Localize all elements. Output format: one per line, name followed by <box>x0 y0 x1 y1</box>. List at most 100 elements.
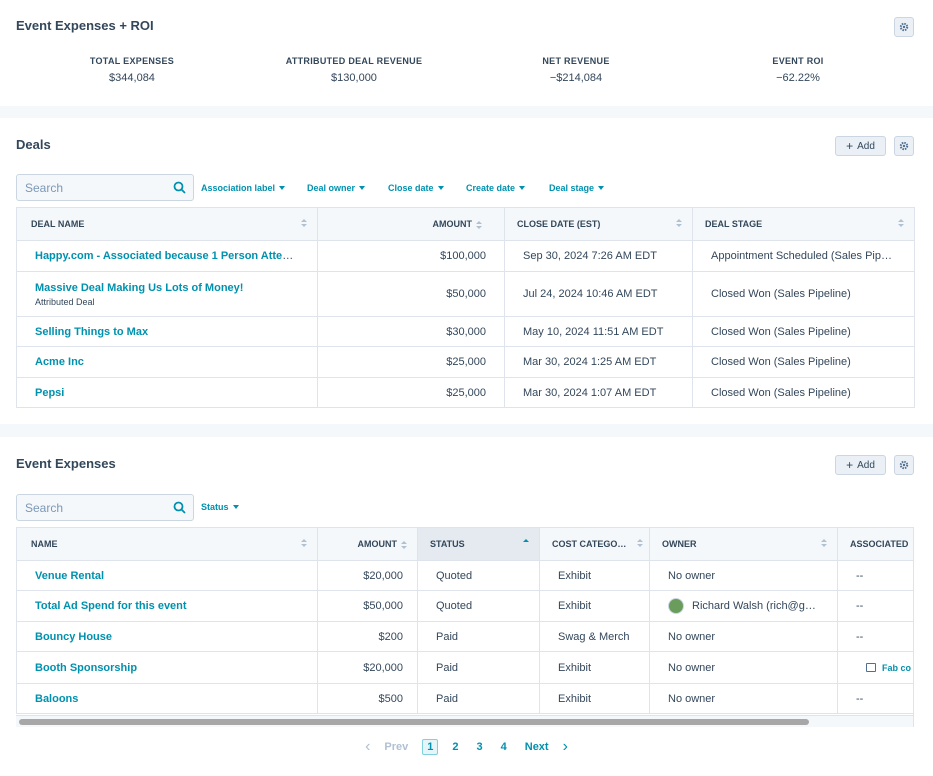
kpi-value: $130,000 <box>331 72 377 84</box>
next-button[interactable]: Next <box>524 741 549 753</box>
expense-link[interactable]: Bouncy House <box>35 630 113 643</box>
kpi-value: −$214,084 <box>549 72 603 84</box>
expense-link[interactable]: Booth Sponsorship <box>35 661 138 674</box>
search-icon[interactable] <box>165 181 193 194</box>
associated-cell: -- <box>837 590 913 622</box>
close-date-cell: Mar 30, 2024 1:25 AM EDT <box>504 346 693 378</box>
page-4-button[interactable]: 4 <box>500 741 507 753</box>
col-name[interactable]: NAME <box>16 527 318 561</box>
col-associated[interactable]: ASSOCIATED <box>837 527 913 561</box>
roi-settings-button[interactable] <box>894 17 914 37</box>
category-cell: Swag & Merch <box>539 621 650 652</box>
expenses-table-wrap: NAME AMOUNT STATUS COST CATEGO… OWNER AS… <box>16 527 914 727</box>
table-row: Baloons $500 Paid Exhibit No owner -- <box>16 683 913 714</box>
expense-link[interactable]: Baloons <box>35 692 79 705</box>
deal-link[interactable]: Happy.com - Associated because 1 Person … <box>35 250 300 262</box>
chevron-down-icon <box>519 186 526 190</box>
associated-link[interactable]: Fab co <box>882 662 912 673</box>
amount-cell: $25,000 <box>317 377 505 408</box>
kpi-label: TOTAL EXPENSES <box>89 56 175 66</box>
scrollbar-thumb[interactable] <box>19 719 809 725</box>
prev-button[interactable]: Prev <box>384 741 409 753</box>
owner-cell: No owner <box>649 560 838 591</box>
page-3-button[interactable]: 3 <box>476 741 483 753</box>
kpi-label: EVENT ROI <box>772 56 824 66</box>
table-row: Selling Things to Max $30,000 May 10, 20… <box>16 316 915 347</box>
kpi-net-revenue: NET REVENUE −$214,084 <box>476 56 676 84</box>
chevron-left-icon[interactable]: ‹ <box>365 738 371 755</box>
add-deal-button[interactable]: + Add <box>835 136 886 156</box>
plus-icon: + <box>846 458 854 472</box>
close-date-cell: May 10, 2024 11:51 AM EDT <box>504 316 693 347</box>
deals-search-input[interactable]: Search <box>16 174 194 201</box>
owner-cell: No owner <box>649 621 838 652</box>
col-cost-category[interactable]: COST CATEGO… <box>539 527 650 561</box>
horizontal-scrollbar[interactable] <box>16 715 913 727</box>
expense-link[interactable]: Total Ad Spend for this event <box>35 600 187 612</box>
category-cell: Exhibit <box>539 590 650 622</box>
deal-stage-cell: Closed Won (Sales Pipeline) <box>692 316 915 347</box>
page-1-button[interactable]: 1 <box>422 739 439 755</box>
company-icon <box>866 663 876 673</box>
deal-link[interactable]: Acme Inc <box>35 356 84 368</box>
owner-cell: No owner <box>649 683 838 714</box>
amount-cell: $200 <box>317 621 418 652</box>
col-owner[interactable]: OWNER <box>649 527 838 561</box>
expenses-settings-button[interactable] <box>894 455 914 475</box>
table-row: Booth Sponsorship $20,000 Paid Exhibit N… <box>16 651 913 684</box>
associated-cell: -- <box>837 683 913 714</box>
expenses-title: Event Expenses <box>16 456 116 471</box>
close-date-cell: Sep 30, 2024 7:26 AM EDT <box>504 240 693 272</box>
col-close-date[interactable]: CLOSE DATE (EST) <box>504 207 693 241</box>
associated-cell: Fab co <box>837 651 913 684</box>
table-row: Acme Inc $25,000 Mar 30, 2024 1:25 AM ED… <box>16 346 915 378</box>
category-cell: Exhibit <box>539 560 650 591</box>
table-row: Massive Deal Making Us Lots of Money! Att… <box>16 271 915 317</box>
chevron-down-icon <box>437 186 444 190</box>
amount-cell: $20,000 <box>317 651 418 684</box>
amount-cell: $30,000 <box>317 316 505 347</box>
page-2-button[interactable]: 2 <box>452 741 459 753</box>
col-deal-name[interactable]: DEAL NAME <box>16 207 318 241</box>
name-cell: Booth Sponsorship <box>16 651 318 684</box>
deal-stage-cell: Appointment Scheduled (Sales Pipe… <box>692 240 915 272</box>
deal-name-cell: Selling Things to Max <box>16 316 318 347</box>
deals-title: Deals <box>16 137 51 152</box>
pagination: ‹ Prev 1 2 3 4 Next › <box>0 738 933 756</box>
col-amount[interactable]: AMOUNT <box>317 207 505 241</box>
status-cell: Paid <box>417 621 540 652</box>
amount-cell: $50,000 <box>317 590 418 622</box>
filter-close-date[interactable]: Close date <box>388 183 444 193</box>
name-cell: Venue Rental <box>16 560 318 591</box>
close-date-cell: Jul 24, 2024 10:46 AM EDT <box>504 271 693 317</box>
expenses-search-input[interactable]: Search <box>16 494 194 521</box>
deal-stage-cell: Closed Won (Sales Pipeline) <box>692 271 915 317</box>
deals-settings-button[interactable] <box>894 136 914 156</box>
search-icon[interactable] <box>165 501 193 514</box>
kpi-label: NET REVENUE <box>542 56 610 66</box>
col-deal-stage[interactable]: DEAL STAGE <box>692 207 915 241</box>
deal-link[interactable]: Selling Things to Max <box>35 325 149 338</box>
filter-status[interactable]: Status <box>201 502 239 512</box>
col-amount[interactable]: AMOUNT <box>317 527 418 561</box>
deal-link[interactable]: Pepsi <box>35 386 65 399</box>
kpi-value: $344,084 <box>109 72 155 84</box>
chevron-down-icon <box>359 186 366 190</box>
expense-link[interactable]: Venue Rental <box>35 569 105 582</box>
filter-deal-owner[interactable]: Deal owner <box>307 183 366 193</box>
gear-icon <box>899 141 909 151</box>
deal-name-cell: Happy.com - Associated because 1 Person … <box>16 240 318 272</box>
table-row: Venue Rental $20,000 Quoted Exhibit No o… <box>16 560 913 591</box>
deal-link[interactable]: Massive Deal Making Us Lots of Money! <box>35 281 244 294</box>
search-placeholder: Search <box>25 500 64 515</box>
add-expense-button[interactable]: + Add <box>835 455 886 475</box>
table-row: Total Ad Spend for this event $50,000 Qu… <box>16 590 913 622</box>
table-row: Bouncy House $200 Paid Swag & Merch No o… <box>16 621 913 652</box>
col-status[interactable]: STATUS <box>417 527 540 561</box>
chevron-right-icon[interactable]: › <box>562 738 568 755</box>
filter-association-label[interactable]: Association label <box>201 183 286 193</box>
deal-name-cell: Massive Deal Making Us Lots of Money! Att… <box>16 271 318 317</box>
name-cell: Total Ad Spend for this event <box>16 590 318 622</box>
filter-deal-stage[interactable]: Deal stage <box>549 183 605 193</box>
filter-create-date[interactable]: Create date <box>466 183 526 193</box>
